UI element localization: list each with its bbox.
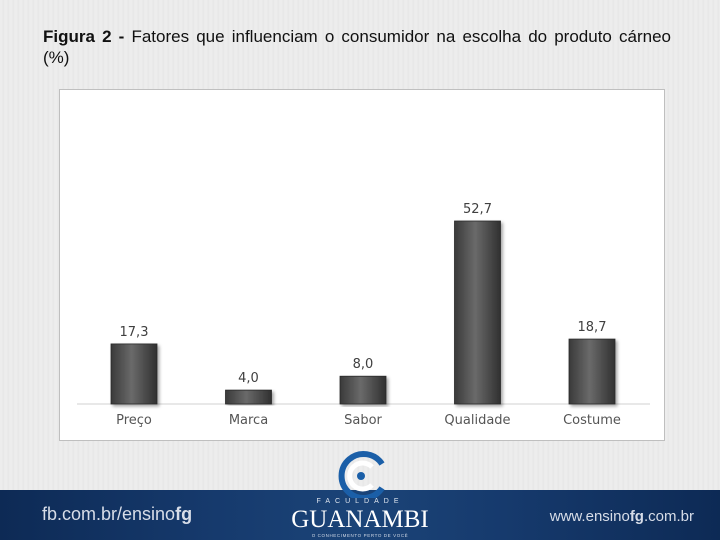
data-label-preço: 17,3 (120, 325, 149, 340)
facebook-link[interactable]: fb.com.br/ensinofg (42, 504, 192, 525)
data-label-qualidade: 52,7 (463, 202, 492, 217)
bar-marca (225, 389, 272, 405)
figure-caption: Figura 2 - Fatores que influenciam o con… (43, 26, 671, 68)
bar-sabor (339, 375, 387, 405)
website-link[interactable]: www.ensinofg.com.br (550, 508, 694, 525)
chart-panel: 17,3 Preço 4,0 Marca 8,0 Sabor 52,7 Qualidade 18… (59, 89, 665, 441)
category-label-marca: Marca (229, 413, 268, 428)
website-link-text: www.ensino (549, 508, 630, 525)
facebook-link-text: fb.com.br/ensino (42, 504, 176, 524)
logo-tagline-text: O CONHECIMENTO PERTO DE VOCÊ (311, 533, 409, 538)
data-label-marca: 4,0 (238, 371, 259, 386)
website-link-bold: fg (629, 508, 644, 525)
figure-caption-text: Fatores que influenciam o consumidor na … (43, 27, 671, 67)
data-label-costume: 18,7 (578, 320, 607, 335)
figure-caption-label: Figura 2 - (43, 27, 125, 46)
logo-guanambi-text: GUANAMBI (291, 506, 429, 533)
facebook-link-bold: fg (175, 504, 193, 524)
footer-bar: fb.com.br/ensinofg www.ensinofg.com.br (0, 490, 720, 540)
category-label-preço: Preço (116, 413, 152, 428)
bar-qualidade (454, 220, 501, 405)
bar-chart: 17,3 Preço 4,0 Marca 8,0 Sabor 52,7 Qualidade 18… (77, 202, 650, 428)
data-label-sabor: 8,0 (353, 357, 374, 372)
category-label-qualidade: Qualidade (444, 413, 510, 428)
logo-faculdade-text: FACULDADE (316, 498, 404, 505)
website-link-tail: .com.br (643, 508, 694, 525)
bar-costume (568, 338, 616, 405)
logo-emblem-icon (338, 451, 385, 498)
faculdade-guanambi-logo: FACULDADE GUANAMBI O CONHECIMENTO PERTO … (290, 450, 430, 540)
bar-preço (110, 343, 158, 405)
category-label-costume: Costume (563, 413, 621, 428)
category-label-sabor: Sabor (344, 413, 382, 428)
